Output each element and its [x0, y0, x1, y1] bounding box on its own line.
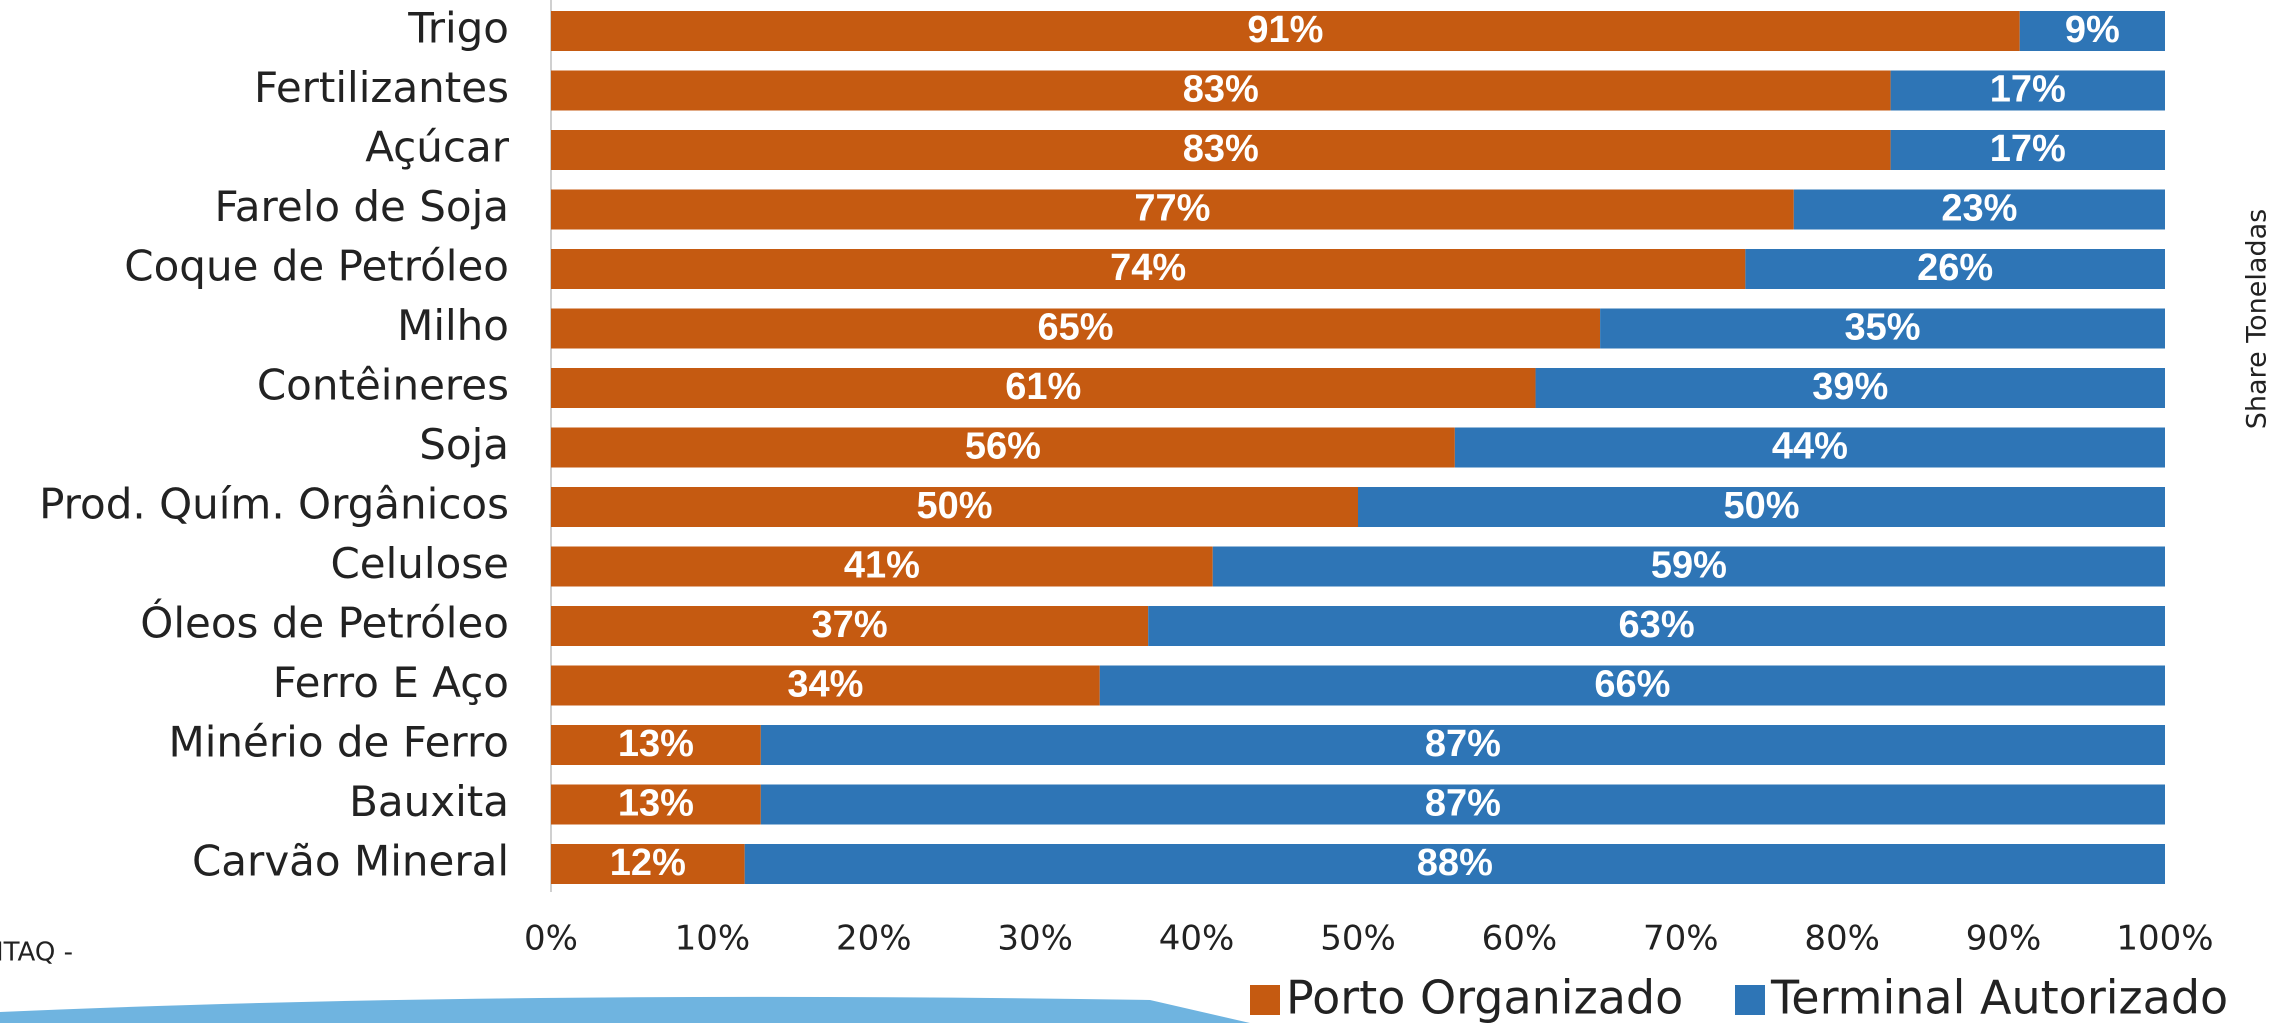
legend-label: Porto Organizado — [1286, 971, 1683, 1023]
data-label: 87% — [1425, 783, 1501, 825]
data-label: 35% — [1845, 307, 1921, 349]
bar-segment — [551, 70, 1891, 111]
data-label: 17% — [1990, 128, 2066, 170]
x-tick-label: 40% — [1159, 919, 1235, 959]
bar-segment — [1890, 130, 2165, 170]
data-label: 12% — [610, 842, 686, 884]
data-label: 50% — [916, 485, 992, 527]
category-label: Soja — [419, 420, 509, 469]
category-label: Prod. Quím. Orgânicos — [39, 480, 509, 529]
x-tick-label: 0% — [524, 919, 578, 959]
bar-segment — [1454, 427, 2165, 468]
right-axis-label: Share Toneladas — [2242, 209, 2273, 429]
x-tick-label: 60% — [1482, 919, 1558, 959]
bar-segment — [1099, 665, 2165, 706]
data-label: 91% — [1247, 9, 1323, 51]
x-tick-label: 20% — [836, 919, 912, 959]
data-label: 39% — [1812, 366, 1888, 408]
data-label: 65% — [1038, 307, 1114, 349]
data-label: 34% — [787, 664, 863, 706]
bar-segment — [551, 665, 1100, 706]
bar-segment — [1793, 189, 2165, 230]
bar-segment — [551, 844, 745, 884]
category-label: Minério de Ferro — [169, 718, 509, 767]
x-tick-label: 100% — [2116, 919, 2213, 959]
data-label: 17% — [1990, 69, 2066, 111]
bar-segment — [1535, 368, 2165, 408]
bar-segment — [551, 189, 1794, 230]
category-label: Milho — [397, 301, 509, 350]
data-label: 66% — [1594, 664, 1670, 706]
bar-segment — [551, 784, 761, 825]
bar-segment — [760, 784, 2165, 825]
category-label: Ferro E Aço — [273, 658, 509, 707]
bar-segment — [551, 427, 1455, 468]
bar-segment — [551, 368, 1536, 408]
bar-segment — [760, 725, 2165, 765]
data-label: 44% — [1772, 426, 1848, 468]
data-label: 9% — [2065, 9, 2120, 51]
bar-segment — [551, 725, 761, 765]
category-label: Farelo de Soja — [214, 182, 509, 231]
source-text: ITAQ - — [0, 938, 73, 968]
bar-segment — [551, 249, 1746, 289]
bar-segment — [1212, 546, 2165, 587]
x-tick-label: 80% — [1804, 919, 1880, 959]
category-label: Fertilizantes — [254, 63, 509, 112]
data-label: 41% — [844, 545, 920, 587]
data-label: 59% — [1651, 545, 1727, 587]
data-label: 77% — [1134, 188, 1210, 230]
bar-segment — [1358, 487, 2165, 527]
x-tick-label: 70% — [1643, 919, 1719, 959]
category-label: Trigo — [407, 4, 509, 53]
bar-segment — [551, 308, 1601, 349]
category-label: Coque de Petróleo — [124, 242, 509, 291]
data-label: 83% — [1183, 69, 1259, 111]
bar-segment — [551, 11, 2020, 51]
category-label: Carvão Mineral — [192, 837, 509, 886]
data-label: 50% — [1723, 485, 1799, 527]
legend-swatch — [1735, 985, 1765, 1015]
category-label: Óleos de Petróleo — [140, 598, 509, 648]
legend-label: Terminal Autorizado — [1770, 971, 2228, 1023]
legend-swatch — [1250, 985, 1280, 1015]
x-tick-label: 50% — [1320, 919, 1396, 959]
x-tick-label: 30% — [997, 919, 1073, 959]
bar-segment — [2019, 11, 2165, 51]
data-label: 13% — [618, 783, 694, 825]
category-label: Celulose — [330, 539, 509, 588]
data-label: 83% — [1183, 128, 1259, 170]
bar-segment — [551, 487, 1358, 527]
data-label: 74% — [1110, 247, 1186, 289]
bar-segment — [1600, 308, 2165, 349]
bar-segment — [551, 130, 1891, 170]
bar-segment — [551, 606, 1149, 646]
data-label: 13% — [618, 723, 694, 765]
data-label: 26% — [1917, 247, 1993, 289]
data-label: 37% — [812, 604, 888, 646]
data-label: 87% — [1425, 723, 1501, 765]
bar-segment — [744, 844, 2166, 884]
bar-segment — [1745, 249, 2165, 289]
bar-segment — [1890, 70, 2165, 111]
category-label: Açúcar — [365, 123, 510, 172]
data-label: 61% — [1005, 366, 1081, 408]
data-label: 56% — [965, 426, 1041, 468]
bar-segment — [1148, 606, 2165, 646]
x-tick-label: 10% — [675, 919, 751, 959]
decor-wave — [0, 996, 1250, 1023]
data-label: 63% — [1619, 604, 1695, 646]
category-label: Contêineres — [257, 361, 509, 410]
data-label: 88% — [1417, 842, 1493, 884]
category-label: Bauxita — [349, 777, 509, 826]
x-tick-label: 90% — [1966, 919, 2042, 959]
data-label: 23% — [1941, 188, 2017, 230]
bar-segment — [551, 546, 1213, 587]
